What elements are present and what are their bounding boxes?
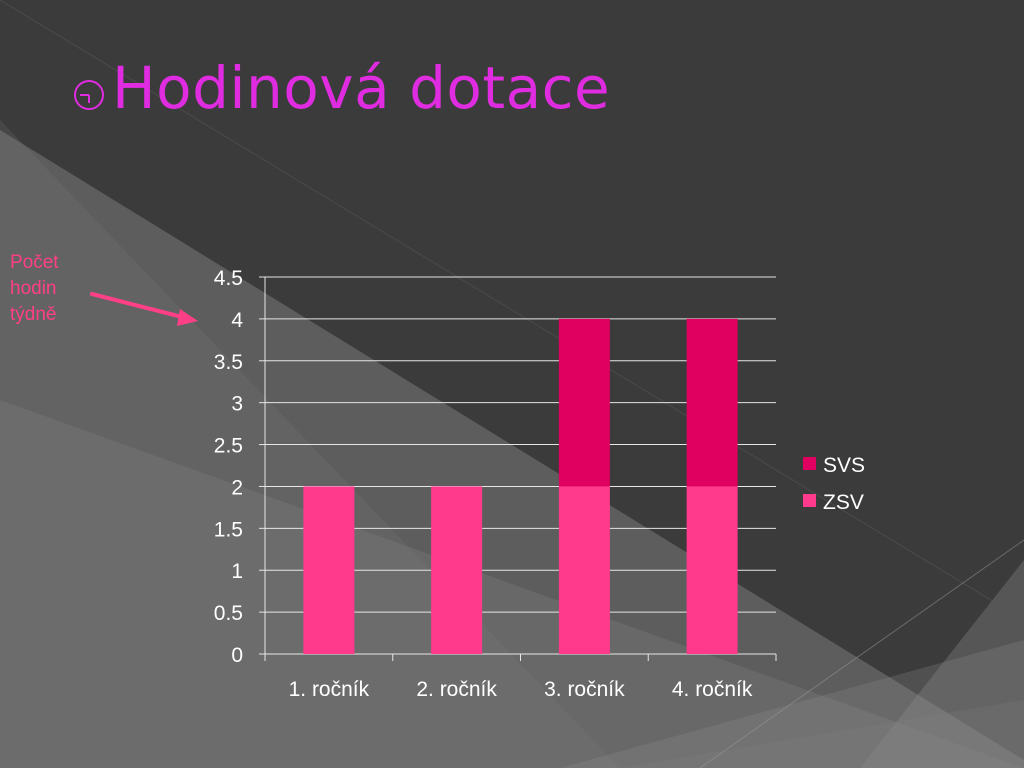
y-tick-label: 3.5	[214, 351, 243, 374]
x-category-label: 1. ročník	[289, 678, 370, 701]
y-tick-label: 4.5	[214, 267, 243, 290]
y-tick-label: 2.5	[214, 435, 243, 458]
annotation-line-1: Počet	[10, 252, 59, 273]
x-category-label: 2. ročník	[416, 678, 497, 701]
y-tick-label: 4	[231, 309, 243, 332]
bar-svs-3	[558, 318, 610, 487]
bar-svs-4	[686, 318, 738, 487]
legend-label-zsv: ZSV	[823, 491, 864, 514]
y-tick-label: 3	[231, 393, 243, 416]
y-tick-label: 0.5	[214, 602, 243, 625]
y-tick-label: 1.5	[214, 518, 243, 541]
bar-zsv-3	[558, 486, 610, 654]
bar-zsv-4	[686, 486, 738, 654]
y-axis-annotation: Počet hodin týdně	[10, 250, 59, 328]
x-category-label: 4. ročník	[672, 678, 753, 701]
annotation-line-3: týdně	[10, 304, 57, 325]
legend-swatch-svs	[803, 457, 816, 470]
legend-swatch-zsv	[803, 494, 816, 507]
slide-title: Hodinová dotace	[112, 54, 611, 122]
y-tick-label: 2	[231, 476, 243, 499]
x-category-label: 3. ročník	[544, 678, 625, 701]
y-tick-label: 1	[231, 560, 243, 583]
y-tick-label: 0	[231, 644, 243, 667]
legend-label-svs: SVS	[823, 454, 865, 477]
clock-bullet-icon	[74, 80, 104, 110]
bar-zsv-2	[431, 486, 483, 654]
slide-title-row: Hodinová dotace	[72, 48, 610, 128]
bar-zsv-1	[303, 486, 355, 654]
annotation-line-2: hodin	[10, 278, 57, 299]
